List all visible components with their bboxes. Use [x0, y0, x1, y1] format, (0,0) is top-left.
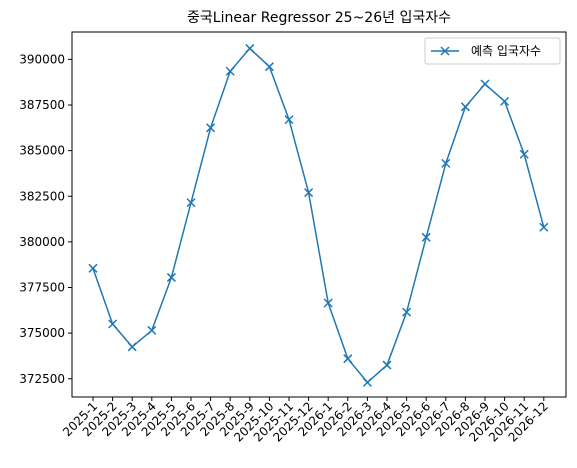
y-tick-label: 387500	[19, 98, 65, 112]
data-point	[460, 102, 470, 112]
y-tick-label: 377500	[19, 281, 65, 295]
series-line	[92, 47, 545, 384]
y-tick-label: 390000	[19, 52, 65, 66]
legend-box	[424, 37, 561, 65]
data-point	[264, 62, 274, 72]
data-point	[362, 377, 372, 387]
axes: 372500 375000 377500 380000 382500 385000 3875…	[19, 31, 567, 445]
data-point	[480, 79, 490, 89]
legend-label: 예측 입국자수	[471, 44, 541, 58]
data-point	[186, 198, 196, 208]
y-tick-label: 385000	[19, 144, 65, 158]
data-point	[323, 298, 333, 308]
plot-frame	[71, 31, 567, 398]
data-point	[500, 96, 510, 106]
data-point	[284, 115, 294, 125]
data-point	[206, 123, 216, 133]
data-point	[166, 272, 176, 282]
data-point	[147, 325, 157, 335]
legend-marker	[440, 46, 450, 56]
series-layer	[88, 43, 549, 387]
y-tick-label: 380000	[19, 235, 65, 249]
data-point	[304, 188, 314, 198]
data-point	[519, 149, 529, 159]
legend-marker-x	[440, 46, 450, 56]
data-point	[225, 66, 235, 76]
y-tick-label: 372500	[19, 372, 65, 386]
data-point	[127, 342, 137, 352]
data-point	[343, 354, 353, 364]
data-point	[88, 263, 98, 273]
legend: 예측 입국자수	[424, 37, 561, 65]
y-tick-label: 382500	[19, 189, 65, 203]
data-point	[402, 307, 412, 317]
data-point	[382, 360, 392, 370]
data-point	[108, 319, 118, 329]
data-point	[441, 158, 451, 168]
y-tick-label: 375000	[19, 326, 65, 340]
data-point	[421, 232, 431, 242]
data-point	[539, 222, 549, 232]
chart-title: 중국Linear Regressor 25~26년 입국자수	[187, 10, 451, 26]
data-point	[245, 43, 255, 53]
